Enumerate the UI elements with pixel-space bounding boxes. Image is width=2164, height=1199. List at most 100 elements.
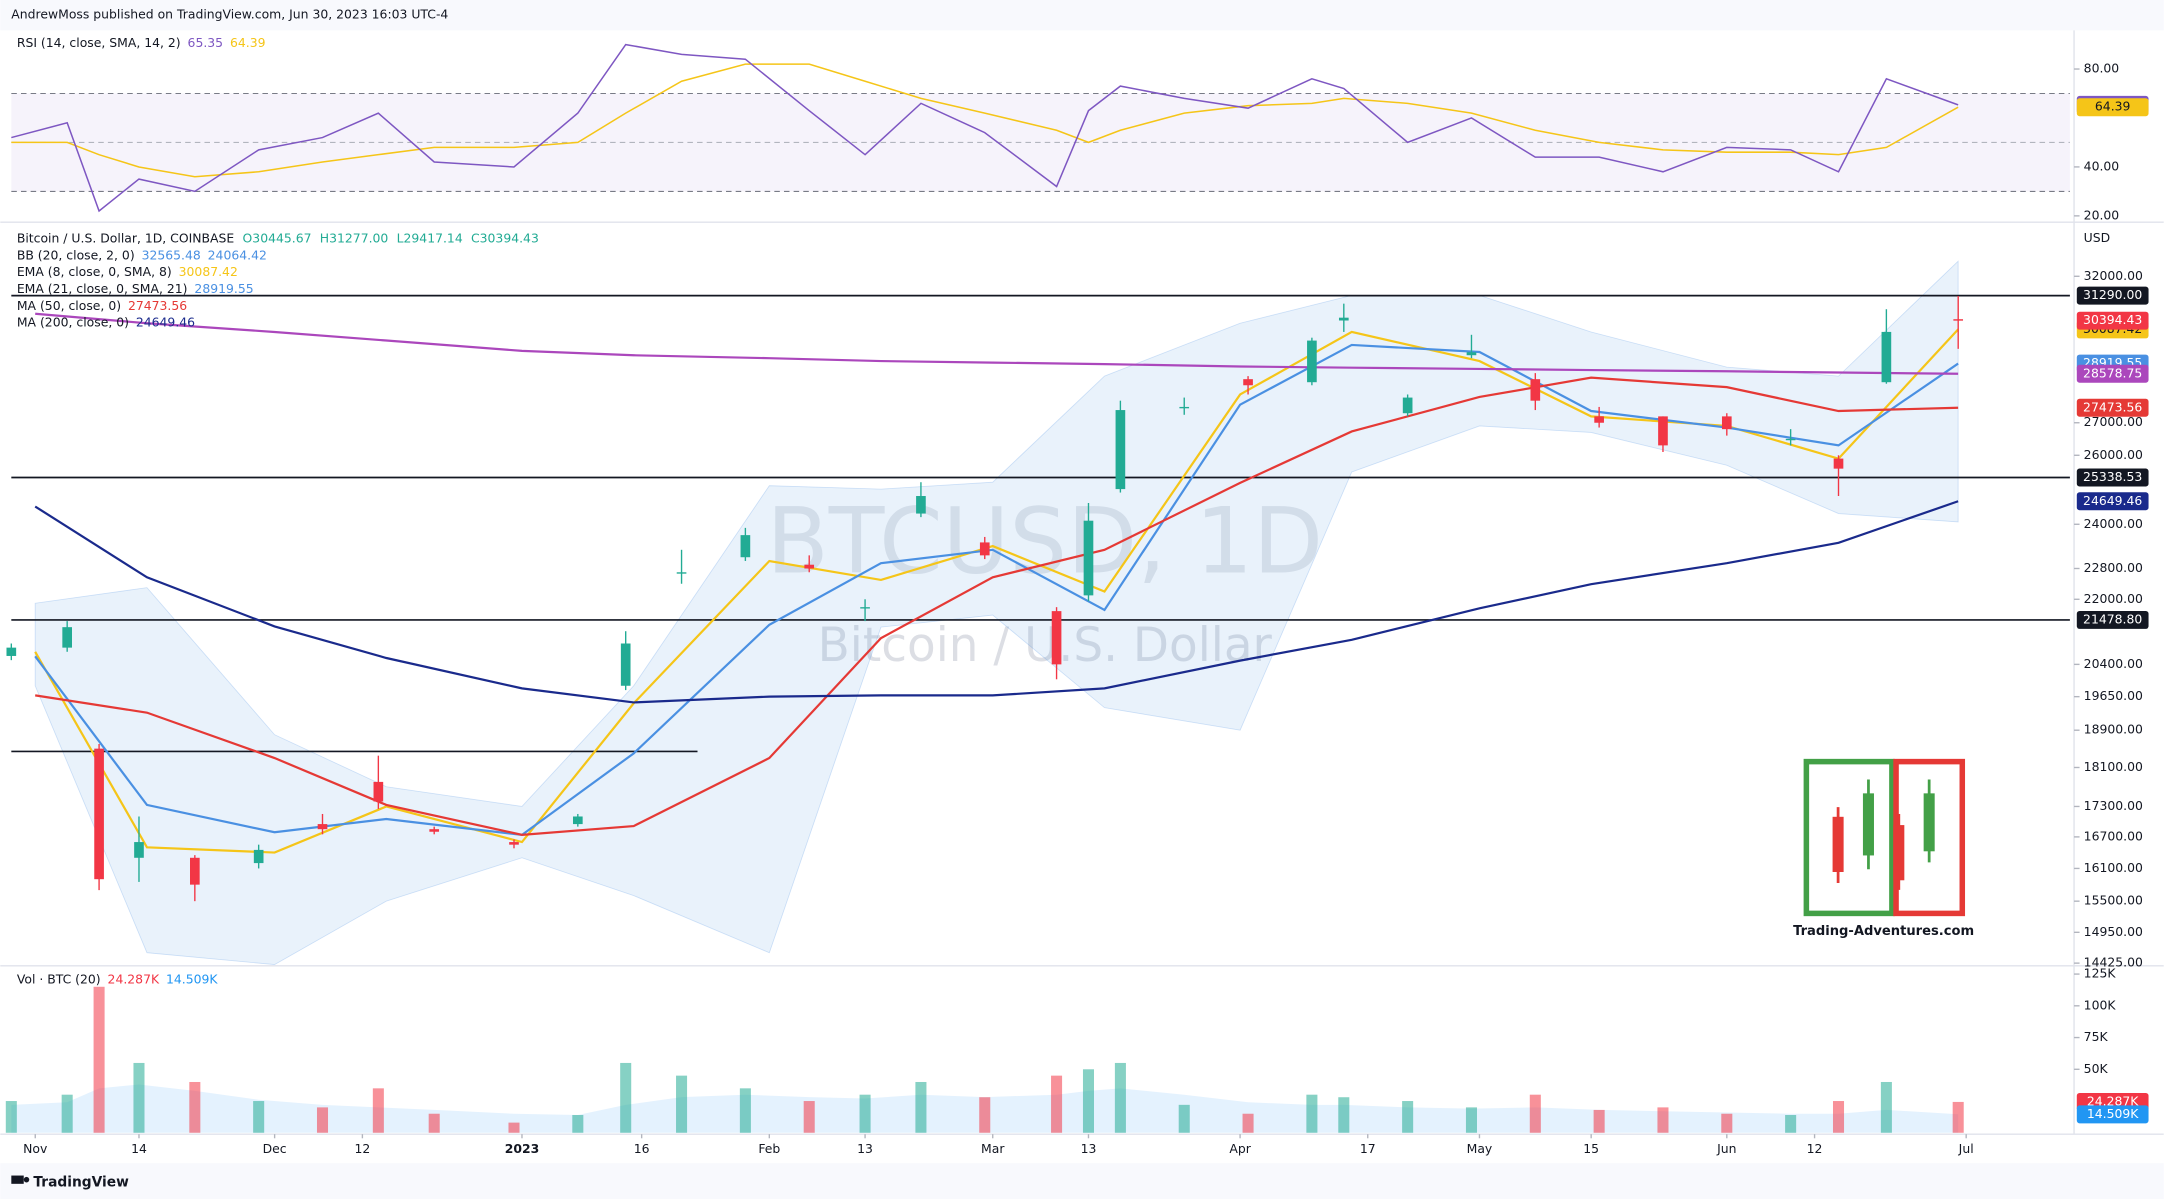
y-tick-label: 18900.00 [2084, 722, 2143, 737]
level-tag-bg [2076, 610, 2149, 629]
volume-bar [133, 1062, 145, 1133]
candle-body [1833, 458, 1844, 469]
x-tick-label: 15 [1583, 1141, 1599, 1156]
moving-average [34, 343, 1959, 837]
candle-body [572, 816, 583, 825]
volume-bar [676, 1075, 688, 1133]
legend-value: 24649.46 [136, 314, 195, 329]
x-tick-label: 17 [1360, 1141, 1376, 1156]
volume-bar [1051, 1075, 1063, 1133]
top-bar [0, 0, 2164, 31]
volume-bar [1593, 1109, 1605, 1133]
candle-body [1051, 611, 1062, 665]
volume-bar [1242, 1113, 1254, 1133]
legend-volume: Vol · BTC (20) 24.287K 14.509K [17, 971, 219, 986]
legend-value: 27473.56 [128, 297, 187, 312]
x-tick-label: Feb [758, 1141, 780, 1156]
moving-average [34, 328, 1959, 854]
y-tick-label: 22000.00 [2084, 591, 2143, 606]
candle-body [916, 496, 926, 514]
x-tick-label: 2023 [505, 1141, 540, 1156]
candle-body [740, 535, 751, 558]
legend-value: 65.35 [188, 34, 224, 49]
price-tag: 30394.43 [2083, 312, 2142, 327]
rsi-line [11, 63, 1959, 178]
legend-name: Vol · BTC (20) [17, 971, 101, 986]
candle-body [6, 647, 17, 656]
legend-value: 24.287K [108, 971, 160, 986]
candle-body [1721, 416, 1732, 430]
y-tick-label: 19650.00 [2084, 688, 2143, 703]
level-tag: 21478.80 [2083, 611, 2142, 626]
x-tick-label: Nov [23, 1141, 47, 1156]
y-tick-label: 16700.00 [2084, 828, 2143, 843]
level-tag: 25338.53 [2083, 469, 2142, 484]
volume-bar [1785, 1114, 1797, 1133]
volume-bar [253, 1101, 265, 1133]
tv-logo [11, 1175, 30, 1184]
series-tag: 28578.75 [2083, 365, 2142, 380]
volume-bar [428, 1113, 440, 1133]
volume-bar [620, 1062, 632, 1133]
x-tick-label: 13 [857, 1141, 873, 1156]
legend-symbol: Bitcoin / U.S. Dollar, 1D, COINBASE O3044… [17, 230, 539, 245]
legend-item: MA (200, close, 0) 24649.46 [17, 314, 195, 329]
legend-ohlc: O30445.67 [243, 230, 312, 245]
y-tick-label: 40.00 [2084, 158, 2120, 173]
y-tick-label: 24000.00 [2084, 516, 2143, 531]
volume-bar [61, 1094, 73, 1133]
volume-bar [1880, 1081, 1892, 1133]
y-tick-label: 80.00 [2084, 61, 2120, 76]
volume-bar [1657, 1107, 1669, 1133]
legend-item: EMA (8, close, 0, SMA, 8) 30087.42 [17, 263, 238, 278]
level-tag: 31290.00 [2083, 287, 2142, 302]
series-tag-bg [2076, 364, 2149, 383]
candle-body [1658, 416, 1668, 446]
candle-body [1338, 317, 1349, 321]
y-tick-label: 75K [2084, 1029, 2109, 1044]
volume-bar [189, 1081, 201, 1133]
y-tick-label: 100K [2084, 997, 2117, 1012]
legend-item: MA (50, close, 0) 27473.56 [17, 297, 187, 312]
y-tick-label: 18100.00 [2084, 759, 2143, 774]
volume-bar [508, 1122, 520, 1133]
series-tag-bg [2076, 398, 2149, 417]
legend-bb: BB (20, close, 2, 0) 32565.48 24064.42 [17, 247, 267, 262]
legend-value: 30087.42 [179, 263, 238, 278]
legend-name: EMA (8, close, 0, SMA, 8) [17, 263, 172, 278]
candle-body [317, 824, 328, 830]
candle-body [190, 857, 200, 885]
moving-average [34, 500, 1959, 704]
volume-bar [859, 1094, 871, 1133]
legend-symbol-name: Bitcoin / U.S. Dollar, 1D, COINBASE [17, 230, 235, 245]
legend-value: 28919.55 [194, 280, 253, 295]
legend-ohlc: C30394.43 [471, 230, 539, 245]
x-tick-label: 14 [131, 1141, 147, 1156]
volume-bar [5, 1101, 17, 1133]
candle-body [979, 542, 990, 556]
candle-body [1530, 379, 1541, 401]
volume-sma-tag: 14.509K [2087, 1106, 2139, 1121]
volume-bar [1082, 1069, 1095, 1133]
price-tag-bg [2076, 311, 2149, 330]
y-tick-label: 27000.00 [2084, 414, 2143, 429]
candle-body [1307, 340, 1317, 383]
candle-body [1115, 410, 1126, 490]
x-tick-label: 12 [354, 1141, 370, 1156]
volume-bar [316, 1107, 329, 1133]
legend-value: 32565.48 [142, 247, 201, 262]
legend-value: 24064.42 [208, 247, 267, 262]
candle-body [1243, 379, 1253, 386]
y-tick-label: 125K [2084, 966, 2117, 981]
legend-item: EMA (21, close, 0, SMA, 21) 28919.55 [17, 280, 254, 295]
header: AndrewMoss published on TradingView.com,… [11, 7, 448, 22]
rsi-tag-bg [2076, 98, 2149, 117]
y-tick-label: 32000.00 [2084, 268, 2143, 283]
candle-body [1785, 438, 1796, 441]
candle-body [804, 564, 815, 569]
y-tick-label: 15500.00 [2084, 893, 2143, 908]
candle-body [1083, 520, 1094, 596]
volume-bar [1402, 1101, 1414, 1133]
rsi-line [11, 43, 1959, 213]
